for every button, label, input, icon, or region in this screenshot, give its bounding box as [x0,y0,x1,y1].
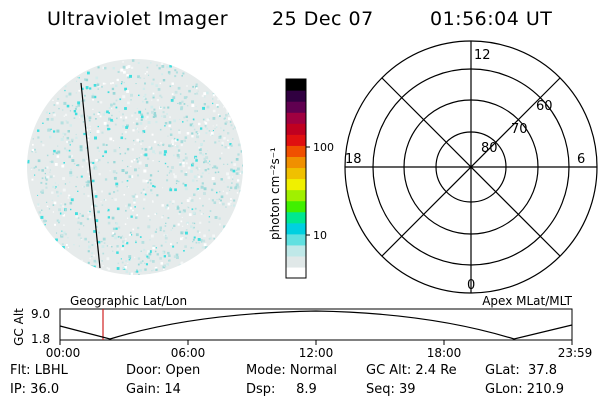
x-tick-0000: 00:00 [46,346,81,360]
colorbar-cell [286,145,306,157]
colorbar-tick-10: 10 [306,229,327,242]
colorbar-cell [286,123,306,135]
svg-text:100: 100 [313,141,334,154]
y-tick-1-8: 1.8 [31,332,50,346]
lat-label-60: 60 [536,99,553,114]
date-label: 25 Dec 07 [272,8,374,30]
time-label: 01:56:04 UT [430,8,553,30]
mlt-line-diag-2 [381,77,561,257]
plot-frame [59,308,573,341]
colorbar-cell [286,200,306,213]
gc-alt-status: GC Alt: 2.4 Re [366,363,457,378]
mlt-label-12: 12 [474,48,491,63]
seq-status: Seq: 39 [366,382,416,397]
colorbar-cell [286,167,306,180]
colorbar-cell [286,90,306,102]
colorbar-cell [286,112,306,124]
glat-status: GLat: 37.8 [485,363,557,378]
mlt-label-0: 0 [467,278,475,293]
mode-status: Mode: Normal [246,363,337,378]
terminator-line [80,82,101,269]
mlt-label-18: 18 [345,152,362,167]
colorbar-cell [286,266,306,279]
x-tick-2359: 23:59 [558,346,593,360]
ip-status: IP: 36.0 [10,382,60,397]
dsp-status: Dsp: 8.9 [246,382,317,397]
colorbar-cell [286,233,306,246]
apex-mlat-label: Apex MLat/MLT [482,294,572,308]
colorbar-cell [286,79,306,91]
colorbar-cell [286,211,306,224]
emission-speckles [27,59,243,275]
x-tick-1800: 18:00 [427,346,462,360]
svg-text:10: 10 [313,229,327,242]
altitude-curve [59,310,573,340]
gain-status: Gain: 14 [126,382,181,397]
colorbar-cell [286,222,306,235]
colorbar-cell [286,178,306,191]
instrument-title: Ultraviolet Imager [47,8,229,30]
glon-status: GLon: 210.9 [485,382,565,397]
geo-latlon-label: Geographic Lat/Lon [70,294,187,308]
colorbar-tick-100: 100 [306,141,334,154]
colorbar-cell [286,134,306,146]
y-tick-9: 9.0 [31,307,50,321]
colorbar-cell [286,189,306,202]
lat-label-70: 70 [511,122,528,137]
earth-disk [27,59,243,275]
gc-alt-axis-label: GC Alt [12,308,26,346]
mlt-label-6: 6 [577,152,585,167]
x-tick-1200: 12:00 [299,346,334,360]
door-status: Door: Open [126,363,201,378]
lat-label-80: 80 [481,141,498,156]
x-tick-0600: 06:00 [171,346,206,360]
filter-status: Flt: LBHL [10,363,68,378]
colorbar-gradient [286,79,306,279]
colorbar-cell [286,244,306,257]
colorbar-cell [286,101,306,113]
colorbar-unit-label: photon cm⁻²s⁻¹ [268,147,282,240]
colorbar-cell [286,255,306,268]
colorbar-cell [286,156,306,169]
